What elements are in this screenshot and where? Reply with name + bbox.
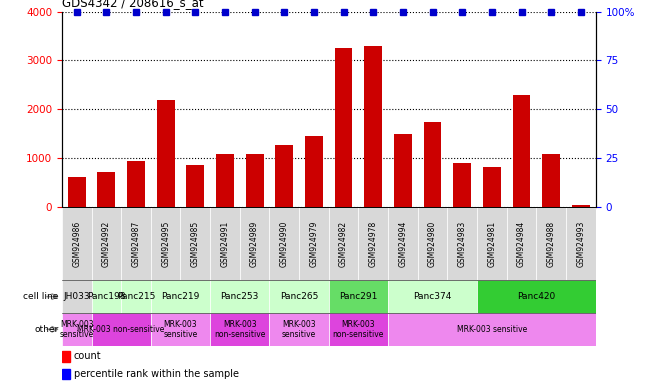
Text: Panc215: Panc215 (117, 292, 155, 301)
Bar (365, 46, 382, 207)
Bar (151, 280, 210, 313)
Bar (216, 154, 234, 207)
Bar (418, 207, 447, 280)
Bar (92, 280, 121, 313)
Bar (388, 280, 477, 313)
Text: MRK-003
sensitive: MRK-003 sensitive (282, 319, 316, 339)
Text: MRK-003
sensitive: MRK-003 sensitive (59, 319, 94, 339)
Bar (275, 145, 293, 207)
Bar (270, 280, 329, 313)
Bar (477, 280, 596, 313)
Text: GSM924979: GSM924979 (309, 221, 318, 267)
Bar (62, 313, 92, 346)
Bar (329, 280, 388, 313)
Text: MRK-003
non-sensitive: MRK-003 non-sensitive (214, 319, 266, 339)
Bar (121, 207, 151, 280)
Bar (536, 207, 566, 280)
Text: MRK-003 sensitive: MRK-003 sensitive (457, 325, 527, 334)
Bar (542, 154, 560, 207)
Bar (424, 122, 441, 207)
Text: GSM924984: GSM924984 (517, 221, 526, 267)
Text: GSM924982: GSM924982 (339, 221, 348, 267)
Bar (305, 136, 323, 207)
Bar (299, 207, 329, 280)
Text: GSM924981: GSM924981 (488, 221, 496, 267)
Bar (359, 207, 388, 280)
Text: MRK-003
non-sensitive: MRK-003 non-sensitive (333, 319, 384, 339)
Text: Panc374: Panc374 (413, 292, 452, 301)
Text: GSM924990: GSM924990 (280, 221, 289, 267)
Bar (329, 313, 388, 346)
Bar (180, 207, 210, 280)
Bar (186, 165, 204, 207)
Bar (210, 280, 270, 313)
Bar (92, 207, 121, 280)
Text: GSM924986: GSM924986 (72, 221, 81, 267)
Text: Panc198: Panc198 (87, 292, 126, 301)
Text: Panc291: Panc291 (339, 292, 378, 301)
Bar (151, 313, 210, 346)
Bar (512, 95, 531, 207)
Text: Panc253: Panc253 (221, 292, 259, 301)
Text: GSM924992: GSM924992 (102, 221, 111, 267)
Bar (151, 207, 180, 280)
Text: Panc420: Panc420 (518, 292, 555, 301)
Bar (566, 207, 596, 280)
Bar (447, 207, 477, 280)
Bar (394, 134, 412, 207)
Bar (240, 207, 270, 280)
Text: percentile rank within the sample: percentile rank within the sample (74, 369, 238, 379)
Bar (62, 351, 70, 362)
Text: cell line: cell line (23, 292, 59, 301)
Bar (62, 280, 92, 313)
Bar (157, 99, 174, 207)
Text: GSM924978: GSM924978 (368, 221, 378, 267)
Text: GSM924995: GSM924995 (161, 221, 170, 267)
Bar (270, 313, 329, 346)
Bar (121, 280, 151, 313)
Bar (572, 205, 590, 207)
Text: GSM924991: GSM924991 (221, 221, 229, 267)
Text: MRK-003
sensitive: MRK-003 sensitive (163, 319, 198, 339)
Text: GSM924980: GSM924980 (428, 221, 437, 267)
Bar (329, 207, 359, 280)
Text: JH033: JH033 (63, 292, 90, 301)
Bar (210, 313, 270, 346)
Text: GSM924987: GSM924987 (132, 221, 141, 267)
Bar (127, 161, 145, 207)
Bar (68, 177, 85, 207)
Bar (98, 172, 115, 207)
Bar (477, 207, 506, 280)
Text: GSM924989: GSM924989 (250, 221, 259, 267)
Bar (453, 163, 471, 207)
Text: GSM924988: GSM924988 (547, 221, 556, 267)
Bar (335, 48, 352, 207)
Text: MRK-003 non-sensitive: MRK-003 non-sensitive (77, 325, 165, 334)
Bar (270, 207, 299, 280)
Bar (62, 369, 70, 379)
Bar (388, 313, 596, 346)
Text: GSM924994: GSM924994 (398, 221, 408, 267)
Text: GSM924985: GSM924985 (191, 221, 200, 267)
Text: other: other (35, 325, 59, 334)
Bar (388, 207, 418, 280)
Bar (62, 207, 92, 280)
Bar (92, 313, 151, 346)
Text: Panc265: Panc265 (280, 292, 318, 301)
Text: GSM924993: GSM924993 (576, 221, 585, 267)
Text: GSM924983: GSM924983 (458, 221, 467, 267)
Bar (483, 167, 501, 207)
Text: Panc219: Panc219 (161, 292, 200, 301)
Bar (245, 154, 264, 207)
Bar (506, 207, 536, 280)
Bar (210, 207, 240, 280)
Text: GDS4342 / 208616_s_at: GDS4342 / 208616_s_at (62, 0, 204, 9)
Text: count: count (74, 351, 101, 361)
